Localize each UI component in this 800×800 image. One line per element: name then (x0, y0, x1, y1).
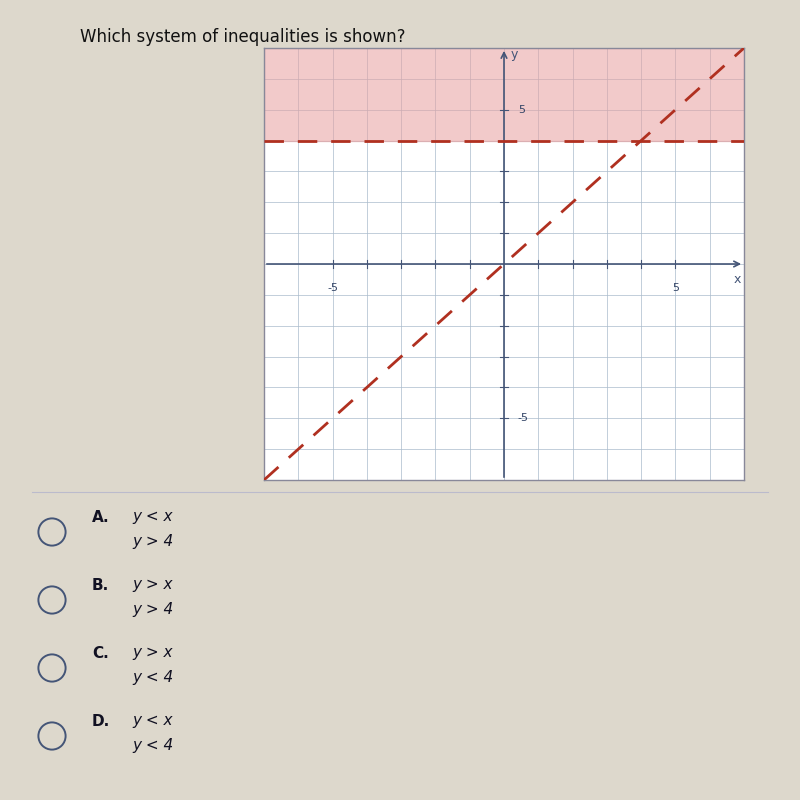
Text: A.: A. (92, 510, 110, 525)
Text: y > 4: y > 4 (132, 534, 174, 549)
Text: y < 4: y < 4 (132, 670, 174, 685)
Text: y: y (510, 48, 518, 61)
Text: x: x (734, 273, 741, 286)
Text: -5: -5 (518, 414, 529, 423)
Text: Which system of inequalities is shown?: Which system of inequalities is shown? (80, 28, 406, 46)
Text: D.: D. (92, 714, 110, 729)
Text: y < 4: y < 4 (132, 738, 174, 753)
Text: y > 4: y > 4 (132, 602, 174, 617)
Text: y < x: y < x (132, 509, 173, 523)
Text: y > x: y > x (132, 577, 173, 591)
Text: 5: 5 (518, 105, 525, 114)
Text: C.: C. (92, 646, 109, 661)
Text: y < x: y < x (132, 713, 173, 727)
Text: 5: 5 (672, 282, 679, 293)
Text: -5: -5 (327, 282, 338, 293)
Text: y > x: y > x (132, 645, 173, 659)
Text: B.: B. (92, 578, 110, 593)
